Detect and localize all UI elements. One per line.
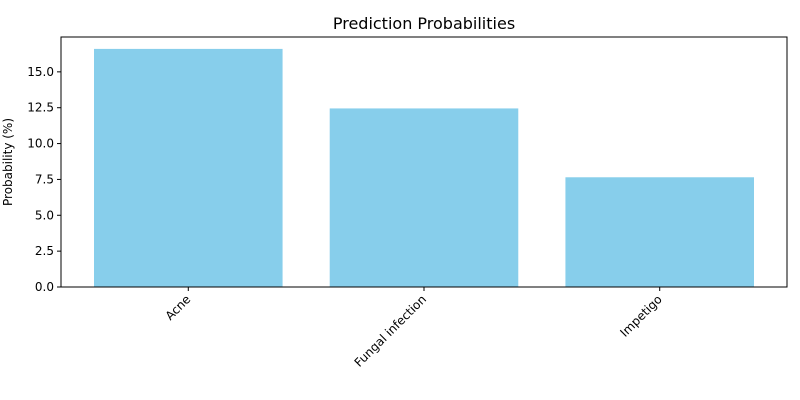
y-tick-label: 10.0: [27, 137, 54, 151]
y-tick-label: 7.5: [35, 172, 54, 186]
y-ticks-group: 0.0 2.5 5.0 7.5 10.0 12.5 15.0: [27, 65, 61, 294]
bar-impetigo: [565, 177, 754, 287]
y-tick-label: 2.5: [35, 244, 54, 258]
y-tick-label: 12.5: [27, 101, 54, 115]
y-tick-label: 5.0: [35, 208, 54, 222]
plot-frame: [60, 36, 788, 288]
y-tick-label: 15.0: [27, 65, 54, 79]
y-axis-label: Probability (%): [1, 118, 15, 206]
y-tick-label: 0.0: [35, 280, 54, 294]
bar-fungal-infection: [329, 108, 519, 288]
chart-title: Prediction Probabilities: [333, 14, 515, 33]
bars-group: [94, 48, 754, 288]
bar-acne: [94, 48, 283, 288]
